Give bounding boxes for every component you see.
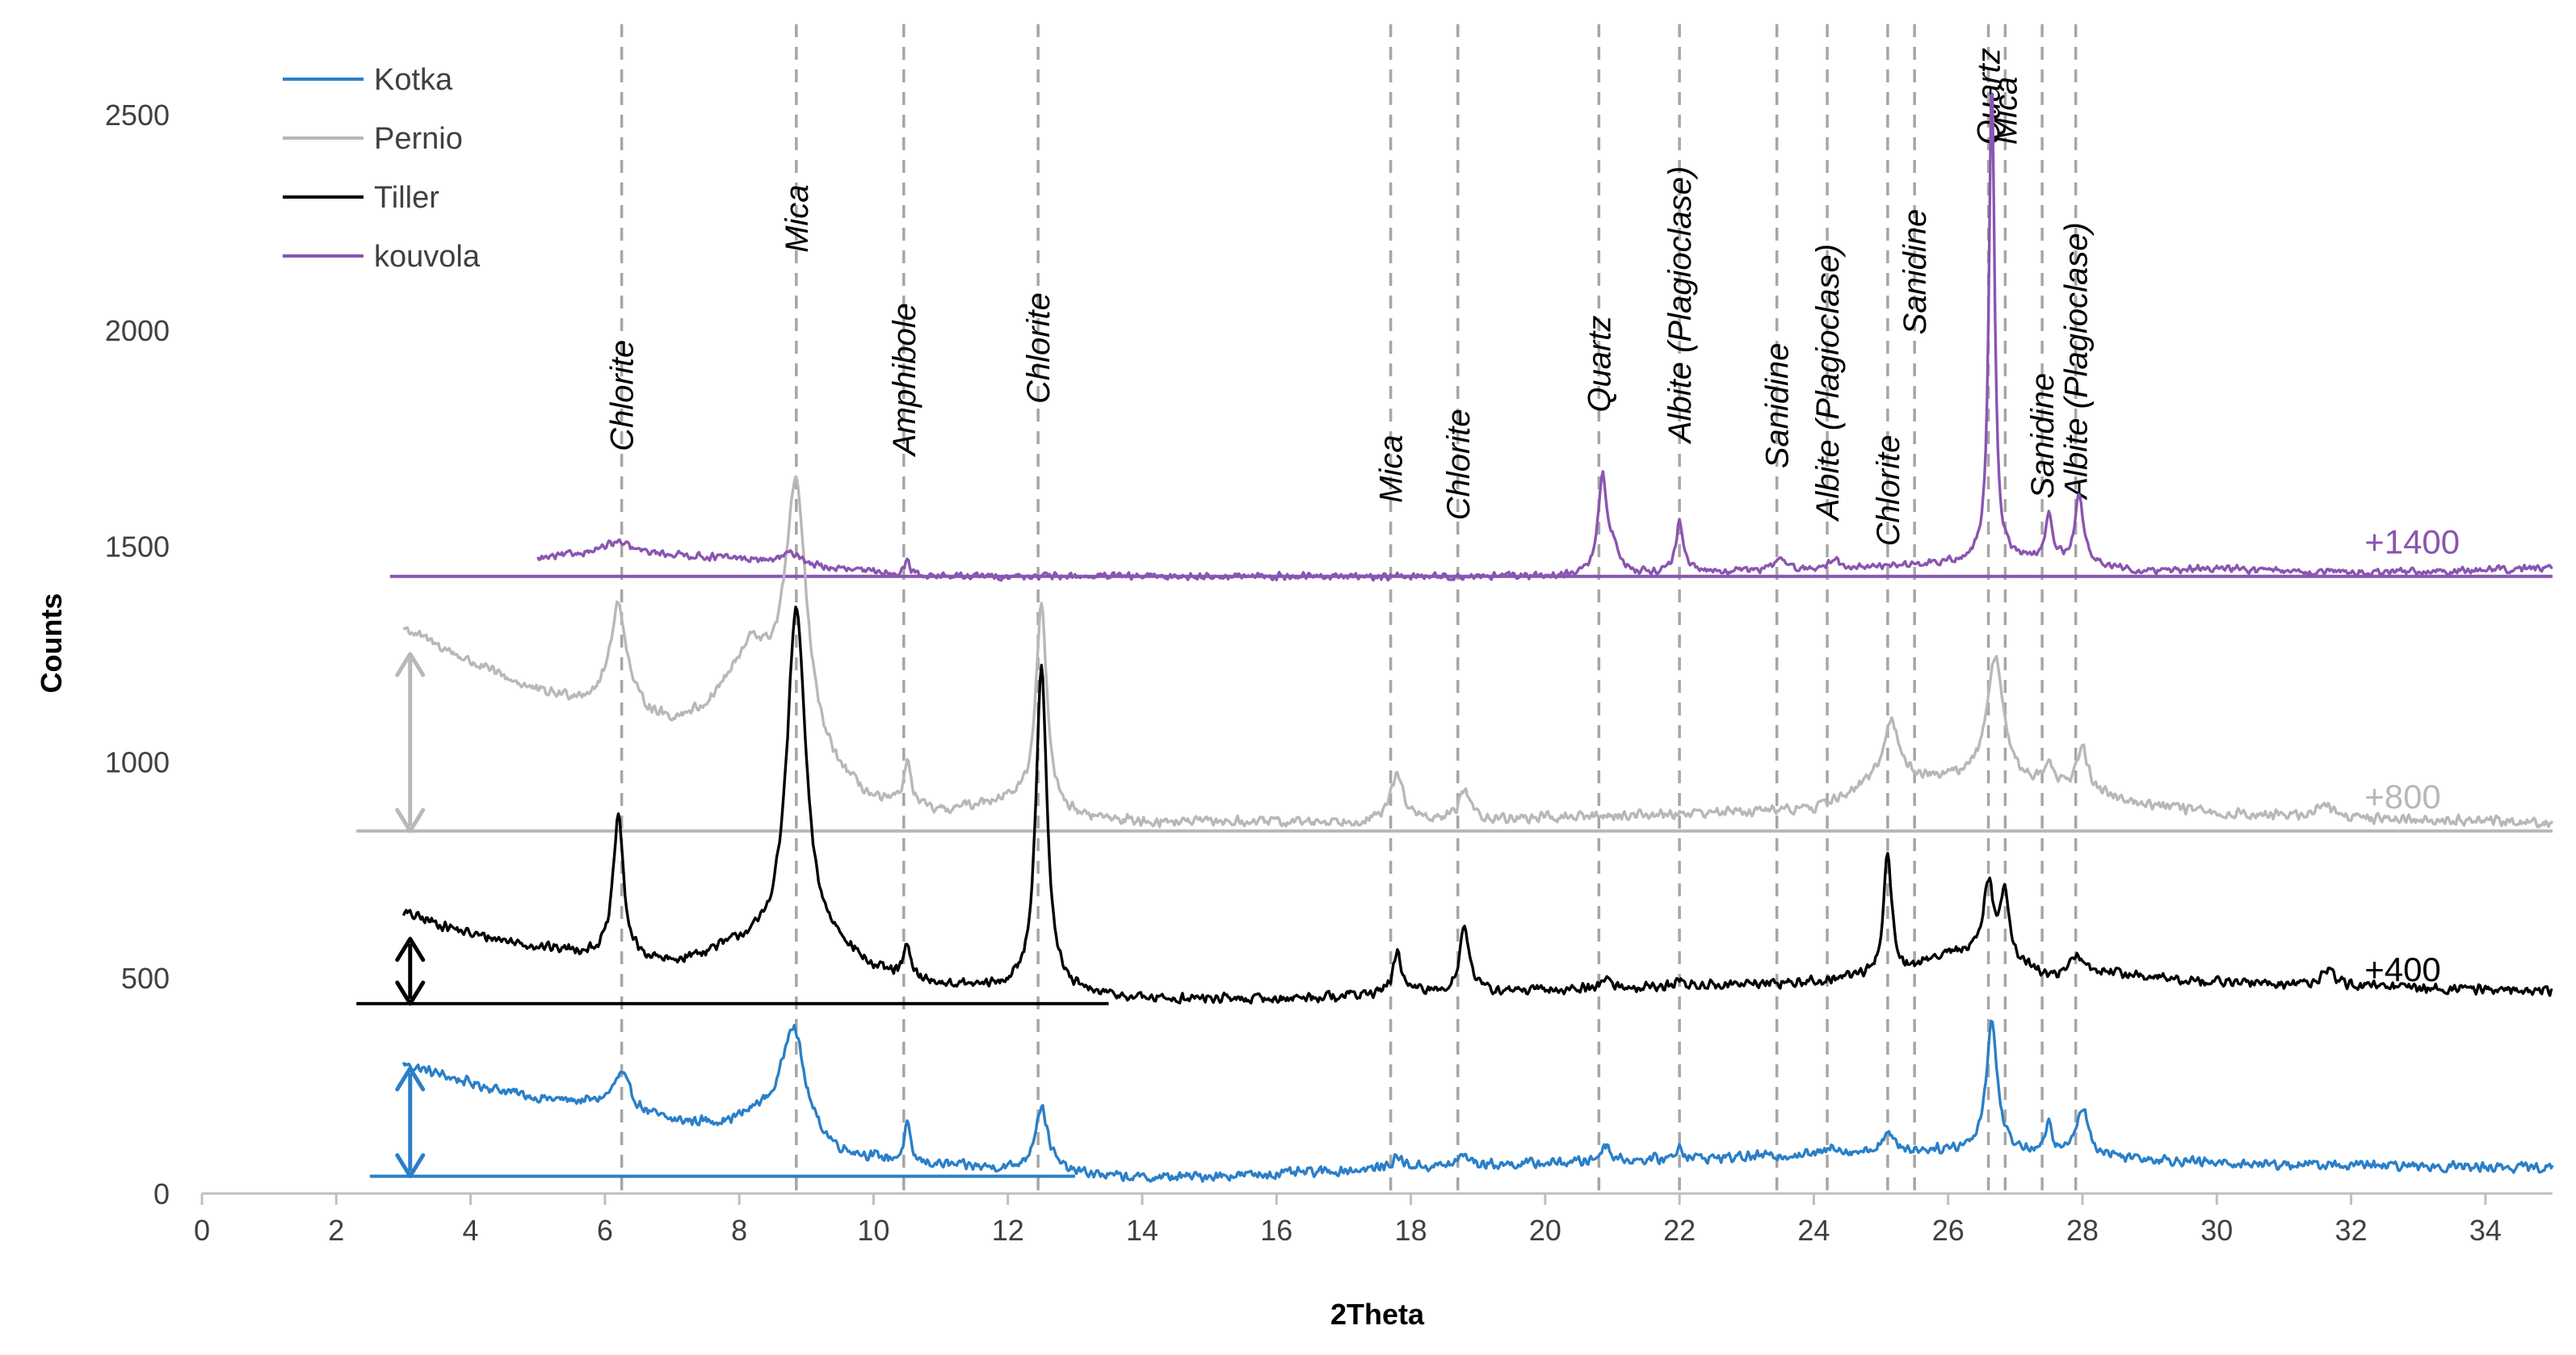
x-tick-label: 6 [597, 1214, 613, 1247]
x-tick-label: 26 [1932, 1214, 1965, 1247]
peak-label: Sanidine [1760, 342, 1796, 468]
x-tick-label: 32 [2335, 1214, 2368, 1247]
peak-label: Chlorite [1871, 434, 1906, 546]
x-tick-label: 14 [1126, 1214, 1158, 1247]
x-tick-label: 12 [992, 1214, 1024, 1247]
series-line-tiller [401, 606, 2553, 1005]
peak-label: Sanidine [1897, 209, 1933, 335]
peak-label: Sanidine [2025, 373, 2061, 499]
x-tick-label: 8 [731, 1214, 747, 1247]
offset-label-kouvola: +1400 [2364, 523, 2460, 561]
peak-annotation-layer: Chlorite Mica Amphibole Chlorite Mica Chlorit… [605, 24, 2095, 1193]
legend: Kotka Pernio Tiller kouvola [283, 63, 481, 274]
offset-arrow-layer [395, 652, 426, 1179]
x-tick-label: 28 [2066, 1214, 2099, 1247]
peak-label: Albite (Plagioclase) [2059, 222, 2095, 500]
offset-arrow-head-up [395, 937, 426, 963]
x-tick-labels: 0 2 4 6 8 10 12 14 16 18 20 22 24 26 28 30 32 34 [194, 1193, 2502, 1247]
y-tick-label: 500 [121, 962, 170, 995]
peak-label: Chlorite [605, 340, 641, 451]
peak-label: Albite (Plagioclase) [1810, 244, 1846, 522]
x-tick-label: 20 [1529, 1214, 1561, 1247]
x-tick-label: 4 [463, 1214, 479, 1247]
x-tick-label: 16 [1260, 1214, 1292, 1247]
peak-label: Quartz [1582, 316, 1617, 413]
peak-label: Chlorite [1021, 292, 1057, 404]
y-tick-labels: 0 500 1000 1500 2000 2500 [105, 99, 170, 1210]
y-tick-label: 1000 [105, 746, 170, 779]
y-tick-label: 1500 [105, 530, 170, 563]
offset-arrow-head-down [395, 808, 426, 833]
offset-arrow-head-down [395, 1153, 426, 1179]
x-tick-label: 2 [328, 1214, 344, 1247]
offset-arrow-head-up [395, 1066, 426, 1092]
peak-label: Amphibole [887, 303, 922, 457]
offset-labels: +1400 +800 +400 [2364, 523, 2460, 988]
x-tick-label: 18 [1395, 1214, 1427, 1247]
peak-label: Mica [780, 184, 815, 252]
series-line-pernio [402, 475, 2554, 829]
peak-label: Albite (Plagioclase) [1662, 166, 1698, 444]
series-layer [401, 92, 2554, 1183]
legend-label-kotka: Kotka [374, 63, 453, 97]
legend-label-kouvola: kouvola [374, 240, 481, 274]
offset-arrow-head-up [395, 652, 426, 678]
y-tick-label: 0 [153, 1177, 170, 1210]
peak-label: Mica [1374, 434, 1410, 502]
peak-label: Chlorite [1441, 409, 1477, 520]
legend-label-tiller: Tiller [374, 181, 439, 215]
legend-label-pernio: Pernio [374, 122, 463, 156]
x-tick-label: 24 [1797, 1214, 1830, 1247]
x-tick-label: 0 [194, 1214, 210, 1247]
peak-label: Quartz [1972, 48, 2007, 145]
series-line-kouvola [536, 92, 2553, 582]
x-tick-label: 22 [1663, 1214, 1696, 1247]
x-tick-label: 30 [2200, 1214, 2233, 1247]
y-tick-label: 2000 [105, 314, 170, 347]
y-tick-label: 2500 [105, 99, 170, 132]
x-tick-label: 34 [2469, 1214, 2502, 1247]
offset-arrow-head-down [395, 980, 426, 1006]
series-line-kotka [401, 1019, 2554, 1183]
offset-label-tiller: +400 [2364, 950, 2441, 988]
x-tick-label: 10 [857, 1214, 889, 1247]
x-axis-title: 2Theta [1330, 1298, 1425, 1331]
y-axis-title: Counts [35, 594, 68, 694]
offset-label-pernio: +800 [2364, 778, 2441, 816]
